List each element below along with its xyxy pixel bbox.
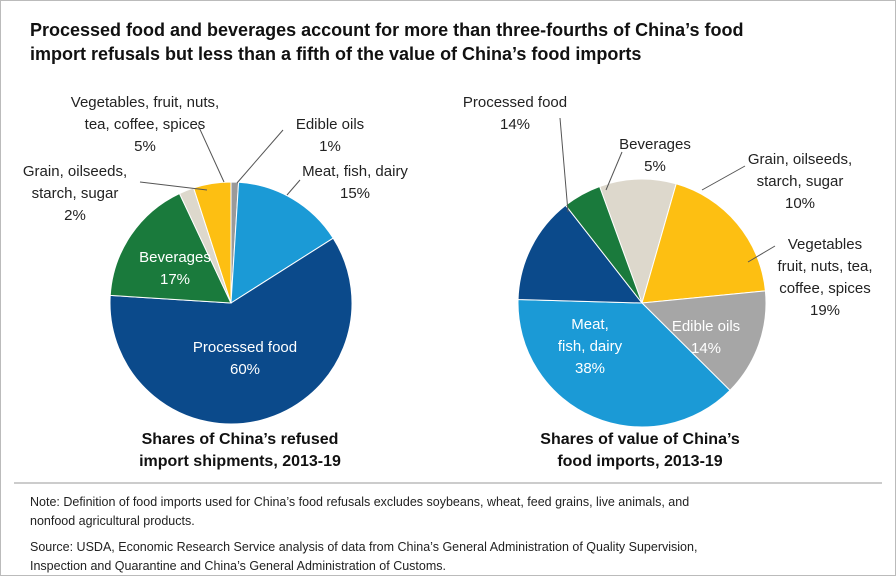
pie-slice xyxy=(109,192,232,304)
slice-value-label: 14% xyxy=(500,116,530,133)
pie-slice xyxy=(598,178,677,305)
slice-label: Edible oils xyxy=(296,116,364,133)
slice-label: Meat, fish, dairy xyxy=(302,163,408,180)
pie-slice xyxy=(230,181,334,304)
slice-label: Vegetables fruit, nuts, tea, coffee, spice… xyxy=(777,236,872,297)
slice-value-label: 2% xyxy=(64,207,86,224)
source: Source: USDA, Economic Research Service … xyxy=(30,540,697,573)
slice-value-label: 17% xyxy=(160,271,190,288)
chart-subtitle: Shares of China’s refused import shipment… xyxy=(139,431,341,470)
slice-value-label: 10% xyxy=(785,195,815,212)
slice-value-label: 1% xyxy=(319,138,341,155)
slice-label: Grain, oilseeds, starch, sugar xyxy=(748,151,852,190)
leader-line xyxy=(559,117,569,213)
slice-label: Processed food xyxy=(193,339,297,356)
pie-slice xyxy=(517,299,731,428)
leader-line xyxy=(286,179,301,196)
page-title: Processed food and beverages account for… xyxy=(30,20,743,64)
slice-label: Meat, fish, dairy xyxy=(558,316,623,355)
pie-slice xyxy=(109,237,353,425)
slice-value-label: 38% xyxy=(575,360,605,377)
slice-label: Vegetables, fruit, nuts, tea, coffee, spi… xyxy=(71,94,219,133)
slice-value-label: 19% xyxy=(810,302,840,319)
chart-subtitle: Shares of value of China’s food imports, … xyxy=(540,431,740,470)
slice-value-label: 5% xyxy=(134,138,156,155)
leader-line xyxy=(139,181,208,191)
slice-value-label: 15% xyxy=(340,185,370,202)
slice-value-label: 60% xyxy=(230,361,260,378)
leader-line xyxy=(701,165,746,191)
slice-value-label: 14% xyxy=(691,340,721,357)
slice-value-label: 5% xyxy=(644,158,666,175)
pie-slice xyxy=(640,290,767,392)
slice-label: Edible oils xyxy=(672,318,740,335)
leader-line xyxy=(605,151,623,191)
leader-line xyxy=(236,129,284,184)
pie-slice xyxy=(564,185,643,304)
pie-slice xyxy=(517,204,644,304)
note: Note: Definition of food imports used fo… xyxy=(30,495,689,528)
slice-label: Grain, oilseeds, starch, sugar xyxy=(23,163,127,202)
pie-slice xyxy=(641,183,766,304)
slice-label: Beverages xyxy=(139,249,211,266)
leader-line xyxy=(197,124,225,183)
slice-label: Processed food xyxy=(463,94,567,111)
leader-line xyxy=(747,245,776,263)
slice-label: Beverages xyxy=(619,136,691,153)
